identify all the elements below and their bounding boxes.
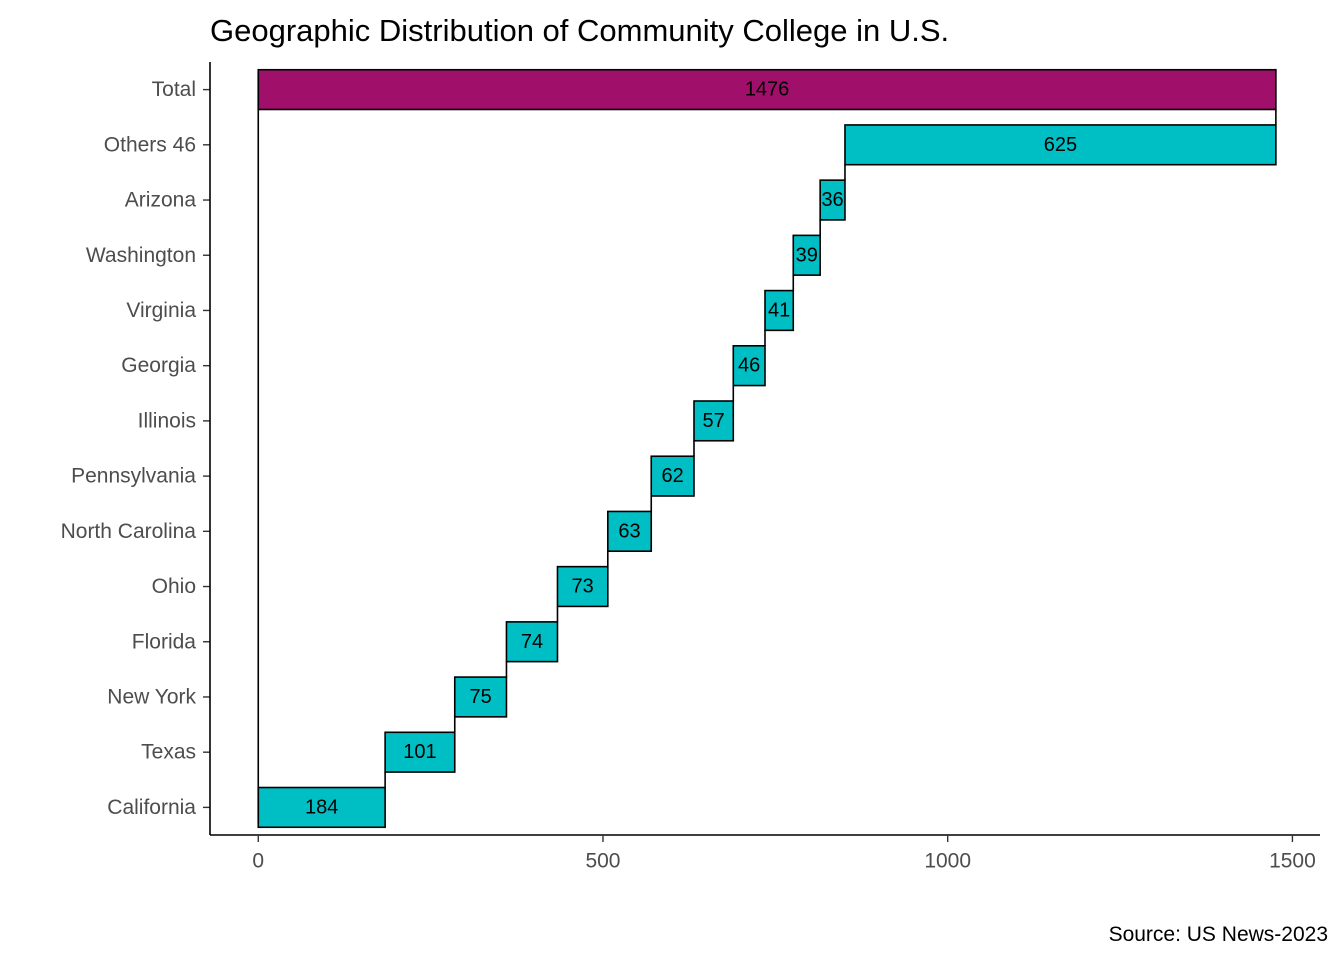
x-tick-label-500: 500 [585,850,620,873]
bar-new-york [453,676,508,718]
y-tick-label-georgia: Georgia [121,354,196,377]
connectors-group [257,72,1277,823]
data-label-pennsylvania: 62 [661,465,683,487]
data-label-north-carolina: 63 [618,520,640,542]
y-tick-label-arizona: Arizona [125,189,197,212]
bar-arizona [819,179,846,221]
chart-title: Geographic Distribution of Community Col… [210,13,949,48]
y-tick-label-virginia: Virginia [126,299,196,322]
y-tick-label-total: Total [152,78,196,101]
bar-pennsylvania [650,455,695,497]
bars-group [257,68,1277,829]
data-labels-group: 184 101 75 74 73 63 62 57 46 41 39 36 625 1476 [305,79,1077,819]
x-tick-label-0: 0 [252,850,264,873]
data-label-virginia: 41 [768,299,790,321]
y-tick-label-florida: Florida [132,630,197,653]
x-tick-label-1000: 1000 [924,850,971,873]
data-label-california: 184 [305,796,338,818]
data-label-arizona: 36 [821,189,843,211]
y-axis: California Texas New York Florida Ohio North … [61,62,211,835]
data-label-illinois: 57 [703,410,725,432]
data-label-ohio: 73 [572,576,594,598]
bar-total [257,68,1277,111]
data-label-texas: 101 [403,741,436,763]
bar-virginia [764,289,795,332]
data-label-washington: 39 [796,244,818,266]
bar-ohio [556,565,609,608]
y-tick-label-california: California [107,796,196,819]
x-axis: 0 500 1000 1500 [210,834,1320,873]
bar-georgia [732,345,766,387]
data-label-new-york: 75 [469,686,491,708]
data-label-others-46: 625 [1044,134,1077,156]
y-tick-label-illinois: Illinois [138,409,196,432]
y-tick-label-north-carolina: North Carolina [61,520,197,543]
y-tick-label-texas: Texas [141,741,196,764]
data-label-florida: 74 [521,631,543,653]
x-tick-label-1500: 1500 [1269,850,1316,873]
y-tick-label-others-46: Others 46 [104,133,196,156]
y-tick-label-ohio: Ohio [152,575,196,598]
bar-illinois [693,400,735,442]
y-tick-label-washington: Washington [86,244,196,267]
bar-florida [505,621,559,663]
data-label-georgia: 46 [738,355,760,377]
bar-north-carolina [607,510,653,552]
y-tick-label-pennsylvania: Pennsylvania [71,465,196,488]
chart-caption: Source: US News-2023 [1109,923,1328,946]
data-label-total: 1476 [745,79,790,101]
y-tick-label-new-york: New York [107,685,196,708]
bar-others-46 [844,124,1277,166]
bar-texas [384,731,456,773]
bar-washington [792,234,821,276]
